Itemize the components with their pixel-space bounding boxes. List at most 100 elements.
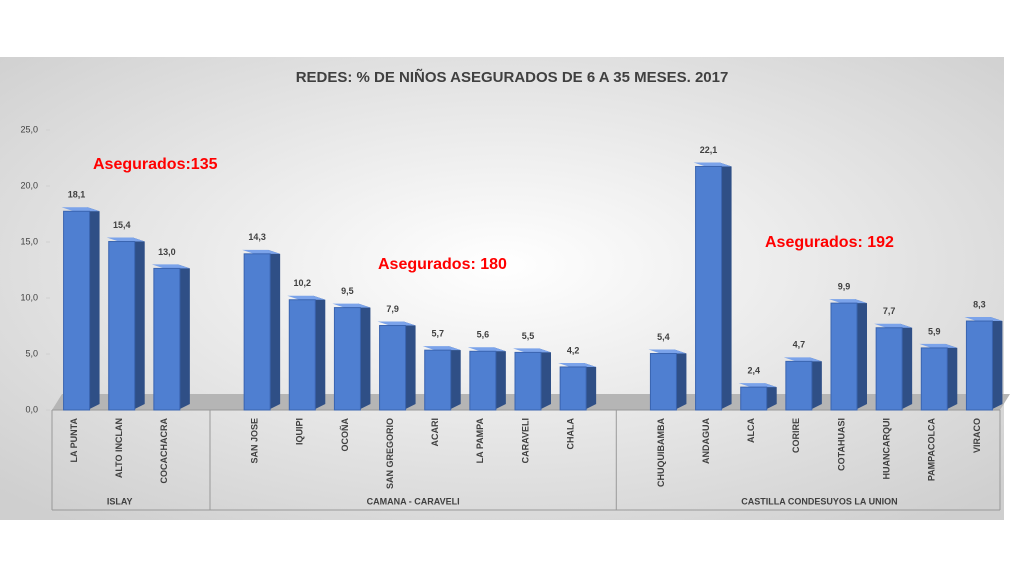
chart-title: REDES: % DE NIÑOS ASEGURADOS DE 6 A 35 M… (296, 68, 729, 86)
y-tick-label: 20,0 (20, 180, 38, 190)
x-tick-label: SAN JOSE (250, 418, 260, 464)
value-label: 5,7 (431, 329, 444, 339)
bar-top (287, 295, 326, 300)
bar-top (558, 362, 597, 367)
bar-top (648, 349, 687, 354)
value-label: 10,2 (294, 278, 312, 288)
x-tick-label: CHUQUIBAMBA (656, 418, 666, 487)
bar-side (539, 348, 551, 410)
bar (514, 351, 542, 411)
bar-top (332, 303, 371, 308)
bar (63, 210, 91, 411)
bar-side (87, 207, 100, 410)
bar-side (945, 343, 958, 410)
x-tick-label: ACARI (430, 418, 440, 447)
bar (243, 253, 271, 411)
bar (920, 347, 948, 411)
group-label: ISLAY (107, 496, 133, 506)
y-tick-label: 15,0 (20, 236, 38, 246)
value-label: 8,3 (973, 299, 986, 309)
x-tick-label: ALTO INCLAN (114, 418, 124, 478)
x-tick-label: SAN GREGORIO (385, 418, 395, 489)
bar-side (313, 295, 326, 410)
x-tick-label: LA PUNTA (69, 418, 79, 463)
bar (108, 241, 136, 411)
bar (424, 349, 452, 411)
bar-side (584, 362, 597, 410)
x-tick-label: IQUIPI (295, 418, 305, 445)
bar-side (493, 347, 506, 410)
x-tick-label: VIRACO (972, 418, 982, 453)
bar-top (106, 237, 145, 242)
bar-top (513, 348, 551, 353)
bar (153, 267, 181, 411)
value-label: 9,5 (341, 286, 354, 296)
bar-side (358, 303, 371, 410)
bar (695, 165, 723, 411)
annotation: Asegurados: 180 (378, 256, 507, 273)
x-tick-label: OCOÑA (340, 418, 350, 452)
value-label: 22,1 (700, 145, 718, 155)
group-label: CASTILLA CONDESUYOS LA UNION (741, 496, 897, 506)
bar (469, 350, 497, 411)
x-tick-label: COTAHUASI (836, 418, 846, 471)
value-label: 13,0 (158, 247, 176, 257)
bar (740, 386, 768, 411)
bar-side (719, 162, 732, 410)
x-tick-label: ANDAGUA (701, 418, 711, 464)
x-tick-label: CORIRE (791, 418, 801, 453)
value-label: 4,7 (793, 340, 806, 350)
bar-top (422, 346, 461, 351)
bar-top (242, 249, 281, 254)
bar (965, 320, 993, 411)
bar-top (919, 343, 958, 348)
bar (830, 302, 858, 411)
bar-side (990, 317, 1003, 410)
x-tick-label: LA PAMPA (475, 418, 485, 464)
bar (785, 360, 813, 411)
value-label: 14,3 (248, 232, 266, 242)
x-tick-label: PAMPACOLCA (927, 418, 937, 482)
group-label: CAMANA - CARAVELI (367, 496, 460, 506)
annotation: Asegurados: 192 (765, 234, 894, 251)
bar-side (809, 357, 822, 410)
y-tick-label: 0,0 (25, 404, 38, 414)
value-label: 4,2 (567, 345, 580, 355)
x-tick-label: CHALA (566, 418, 576, 450)
bar (379, 325, 407, 411)
x-tick-label: CARAVELI (520, 418, 530, 463)
bar (288, 299, 316, 411)
x-tick-label: COCACHACRA (159, 418, 169, 484)
bar-side (674, 349, 687, 410)
value-label: 2,4 (747, 365, 760, 375)
bar-side (403, 321, 416, 410)
bar (875, 327, 903, 411)
bar-side (448, 346, 461, 410)
chart-background (0, 57, 1004, 520)
y-tick-label: 25,0 (20, 124, 38, 134)
value-label: 5,4 (657, 332, 670, 342)
bar-top (467, 347, 506, 352)
x-tick-label: ALCA (746, 418, 756, 443)
annotation: Asegurados:135 (93, 156, 218, 173)
value-label: 7,9 (386, 304, 399, 314)
value-label: 18,1 (68, 190, 86, 200)
bar-top (377, 321, 416, 326)
bar-top (738, 383, 777, 388)
bar-top (151, 264, 190, 269)
bar-top (693, 162, 732, 167)
bar-top (829, 299, 867, 304)
bar-top (964, 317, 1003, 322)
bar-top (874, 323, 913, 328)
bar (649, 353, 677, 411)
bar-top (61, 207, 100, 212)
bar-side (900, 323, 913, 410)
bar-side (132, 237, 145, 410)
bar-side (764, 383, 777, 410)
value-label: 9,9 (838, 281, 851, 291)
bar-side (268, 249, 281, 410)
bar-side (177, 264, 190, 410)
x-tick-label: HUANCARQUI (882, 418, 892, 480)
value-label: 15,4 (113, 220, 131, 230)
